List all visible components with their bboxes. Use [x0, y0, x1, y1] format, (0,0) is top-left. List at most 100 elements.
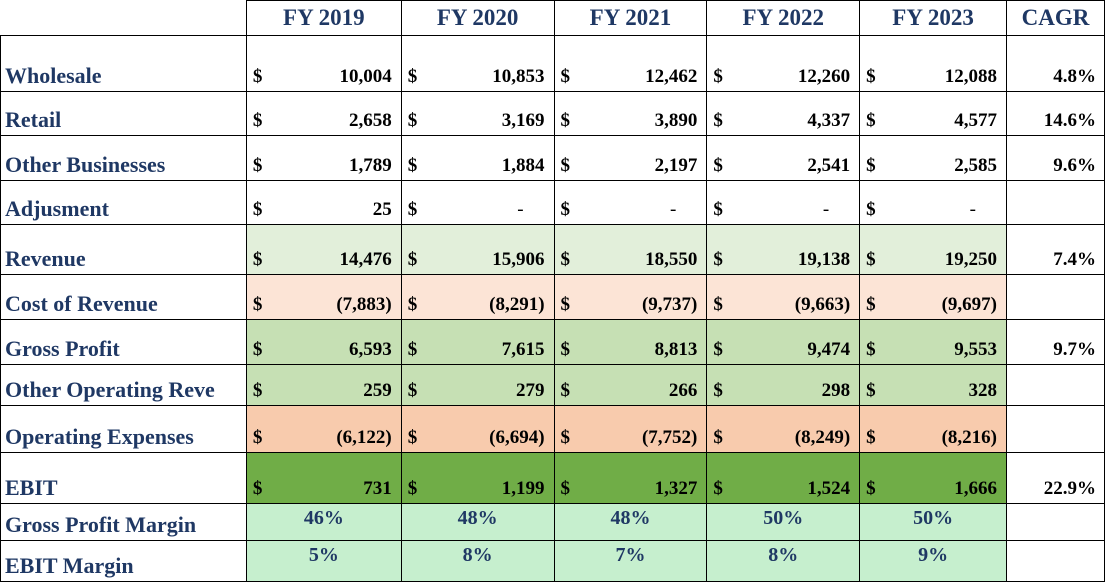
value-cell: 731 [284, 452, 402, 504]
currency-symbol: $ [706, 319, 745, 365]
cagr-cell [1006, 503, 1105, 541]
row-operating-expenses: Operating Expenses $ (6,122) $ (6,694) $ (7,75… [0, 405, 1105, 453]
value-cell: (8,216) [897, 405, 1007, 453]
value-cell: 328 [897, 364, 1007, 406]
currency-symbol: $ [245, 35, 285, 92]
row-cost-of-revenue: Cost of Revenue $ (7,883) $ (8,291) $ (9,737) $… [0, 274, 1105, 320]
value-cell: - [439, 180, 555, 225]
currency-symbol: $ [706, 274, 745, 320]
year-header: FY 2020 [400, 0, 555, 36]
row-revenue: Revenue $14,476 $15,906 $18,550 $19,138 $19,2… [0, 224, 1105, 275]
value-cell: - [897, 180, 1007, 225]
value-cell: 1,327 [591, 452, 708, 504]
value-cell: (9,663) [744, 274, 861, 320]
value-cell: (8,249) [744, 405, 861, 453]
currency-symbol: $ [859, 135, 898, 181]
cagr-cell: 4.8% [1006, 35, 1105, 92]
year-header: FY 2019 [245, 0, 402, 36]
value-cell: 12,462 [591, 35, 708, 92]
row-retail: Retail $2,658 $3,169 $3,890 $4,337 $4,577 14.6… [0, 91, 1105, 136]
margin-cell: 5% [245, 540, 402, 582]
currency-symbol: $ [245, 180, 285, 225]
cagr-cell [1006, 364, 1105, 406]
currency-symbol: $ [400, 35, 440, 92]
currency-symbol: $ [245, 364, 285, 406]
currency-symbol: $ [553, 35, 592, 92]
margin-cell: 8% [400, 540, 555, 582]
value-cell: 7,615 [439, 319, 555, 365]
value-cell: 12,088 [897, 35, 1007, 92]
currency-symbol: $ [400, 180, 440, 225]
margin-cell: 48% [400, 503, 555, 541]
cagr-header: CAGR [1006, 0, 1105, 36]
value-cell: (8,291) [439, 274, 555, 320]
currency-symbol: $ [400, 452, 440, 504]
currency-symbol: $ [245, 274, 285, 320]
value-cell: 279 [439, 364, 555, 406]
row-label: Gross Profit Margin [0, 503, 247, 541]
row-gross-profit-margin: Gross Profit Margin 46% 48% 48% 50% 50% [0, 503, 1105, 541]
currency-symbol: $ [400, 405, 440, 453]
value-cell: 9,553 [897, 319, 1007, 365]
row-label: Other Businesses [0, 135, 247, 181]
currency-symbol: $ [859, 274, 898, 320]
value-cell: 15,906 [439, 224, 555, 275]
currency-symbol: $ [706, 91, 745, 136]
cagr-cell: 22.9% [1006, 452, 1105, 504]
currency-symbol: $ [245, 452, 285, 504]
value-cell: 10,004 [284, 35, 402, 92]
row-label: Gross Profit [0, 319, 247, 365]
cagr-cell [1006, 540, 1105, 582]
header-row: FY 2019 FY 2020 FY 2021 FY 2022 FY 2023 … [1, 0, 1105, 36]
value-cell: 19,138 [744, 224, 861, 275]
currency-symbol: $ [859, 180, 898, 225]
value-cell: 12,260 [744, 35, 861, 92]
cagr-cell [1006, 180, 1105, 225]
value-cell: (9,697) [897, 274, 1007, 320]
currency-symbol: $ [553, 91, 592, 136]
cagr-cell [1006, 274, 1105, 320]
value-cell: 8,813 [591, 319, 708, 365]
cagr-cell: 9.6% [1006, 135, 1105, 181]
year-header: FY 2021 [553, 0, 708, 36]
value-cell: 1,666 [897, 452, 1007, 504]
currency-symbol: $ [553, 364, 592, 406]
year-header: FY 2023 [859, 0, 1007, 36]
currency-symbol: $ [245, 91, 285, 136]
currency-symbol: $ [245, 405, 285, 453]
value-cell: 1,524 [744, 452, 861, 504]
year-header: FY 2022 [706, 0, 861, 36]
currency-symbol: $ [553, 452, 592, 504]
value-cell: (7,883) [284, 274, 402, 320]
row-label: Revenue [0, 224, 247, 275]
value-cell: 266 [591, 364, 708, 406]
margin-cell: 9% [859, 540, 1007, 582]
value-cell: 25 [284, 180, 402, 225]
margin-cell: 48% [553, 503, 708, 541]
value-cell: - [591, 180, 708, 225]
margin-cell: 46% [245, 503, 402, 541]
currency-symbol: $ [859, 319, 898, 365]
value-cell: 1,199 [439, 452, 555, 504]
margin-cell: 50% [859, 503, 1007, 541]
currency-symbol: $ [553, 135, 592, 181]
row-adjustment: Adjusment $25 $ - $ - $ - $ - [0, 180, 1105, 225]
value-cell: 10,853 [439, 35, 555, 92]
value-cell: 3,169 [439, 91, 555, 136]
currency-symbol: $ [706, 405, 745, 453]
currency-symbol: $ [400, 274, 440, 320]
currency-symbol: $ [245, 319, 285, 365]
value-cell: 4,577 [897, 91, 1007, 136]
value-cell: (6,694) [439, 405, 555, 453]
value-cell: 259 [284, 364, 402, 406]
value-cell: 9,474 [744, 319, 861, 365]
cagr-cell: 14.6% [1006, 91, 1105, 136]
currency-symbol: $ [400, 364, 440, 406]
header-corner [1, 1, 247, 36]
currency-symbol: $ [859, 364, 898, 406]
value-cell: (6,122) [284, 405, 402, 453]
row-label: Cost of Revenue [0, 274, 247, 320]
currency-symbol: $ [245, 135, 285, 181]
row-label: Adjusment [0, 180, 247, 225]
margin-cell: 7% [553, 540, 708, 582]
